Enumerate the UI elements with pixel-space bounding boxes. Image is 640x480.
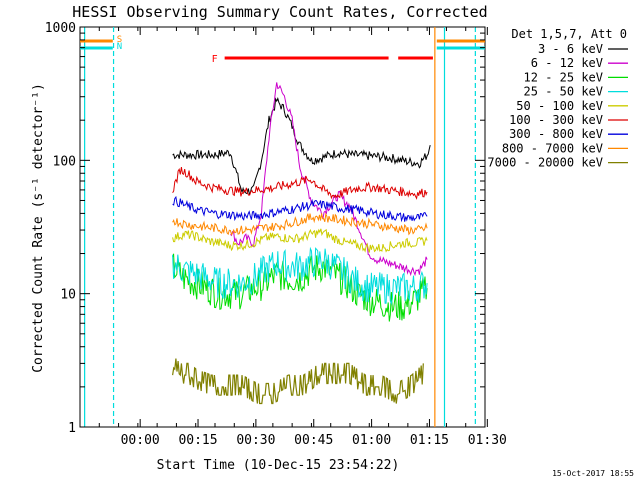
- marker-label-S: S: [117, 35, 122, 45]
- legend-header: Det 1,5,7, Att 0: [511, 27, 627, 41]
- legend-label-3: 25 - 50 keV: [524, 85, 603, 99]
- legend-label-6: 300 - 800 keV: [509, 127, 603, 141]
- x-tick-label-3: 00:45: [294, 433, 333, 448]
- series-line-5: [172, 167, 428, 200]
- legend-label-0: 3 - 6 keV: [538, 42, 603, 56]
- series-line-8: [172, 358, 424, 405]
- y-tick-label-3: 1000: [45, 21, 76, 36]
- status-bars: F SN: [80, 35, 485, 65]
- plot-frame-rect: [79, 26, 486, 428]
- series-line-4: [172, 228, 428, 253]
- footer-timestamp: 15-Oct-2017 18:55: [552, 469, 634, 478]
- vertical-markers: [84, 27, 476, 427]
- series-line-6: [172, 195, 428, 223]
- y-tick-label-1: 10: [60, 288, 76, 303]
- legend-label-5: 100 - 300 keV: [509, 113, 603, 127]
- x-tick-label-2: 00:30: [236, 433, 275, 448]
- legend-label-2: 12 - 25 keV: [524, 70, 603, 84]
- y-tick-label-0: 1: [68, 421, 76, 436]
- x-tick-label-1: 00:15: [178, 433, 217, 448]
- series-line-3: [172, 246, 428, 306]
- x-tick-label-0: 00:00: [121, 433, 160, 448]
- x-axis-label: Start Time (10-Dec-15 23:54:22): [157, 458, 400, 473]
- y-axis-label: Corrected Count Rate (s⁻¹ detector⁻¹): [31, 83, 46, 373]
- chart-title: HESSI Observing Summary Count Rates, Cor…: [72, 3, 487, 21]
- series-line-1: [230, 82, 428, 277]
- x-tick-label-5: 01:15: [410, 433, 449, 448]
- legend-label-1: 6 - 12 keV: [531, 56, 603, 70]
- y-tick-label-2: 100: [53, 154, 76, 169]
- x-tick-label-4: 01:00: [352, 433, 391, 448]
- series-lines: [172, 82, 431, 405]
- axis-ticks: 00:00 00:15 00:30 00:45 01:00 01:15 01:30 1 10 10…: [45, 21, 507, 448]
- series-line-7: [172, 212, 428, 236]
- legend-label-4: 50 - 100 keV: [516, 99, 603, 113]
- series-line-2: [172, 253, 428, 322]
- plot-frame: [79, 26, 486, 428]
- legend-label-7: 800 - 7000 keV: [502, 141, 603, 155]
- legend-label-8: 7000 - 20000 keV: [487, 156, 603, 170]
- flare-bar-label: F: [212, 54, 218, 65]
- series-line-0: [172, 96, 431, 196]
- x-tick-label-6: 01:30: [468, 433, 507, 448]
- marker-label-N: N: [117, 42, 122, 52]
